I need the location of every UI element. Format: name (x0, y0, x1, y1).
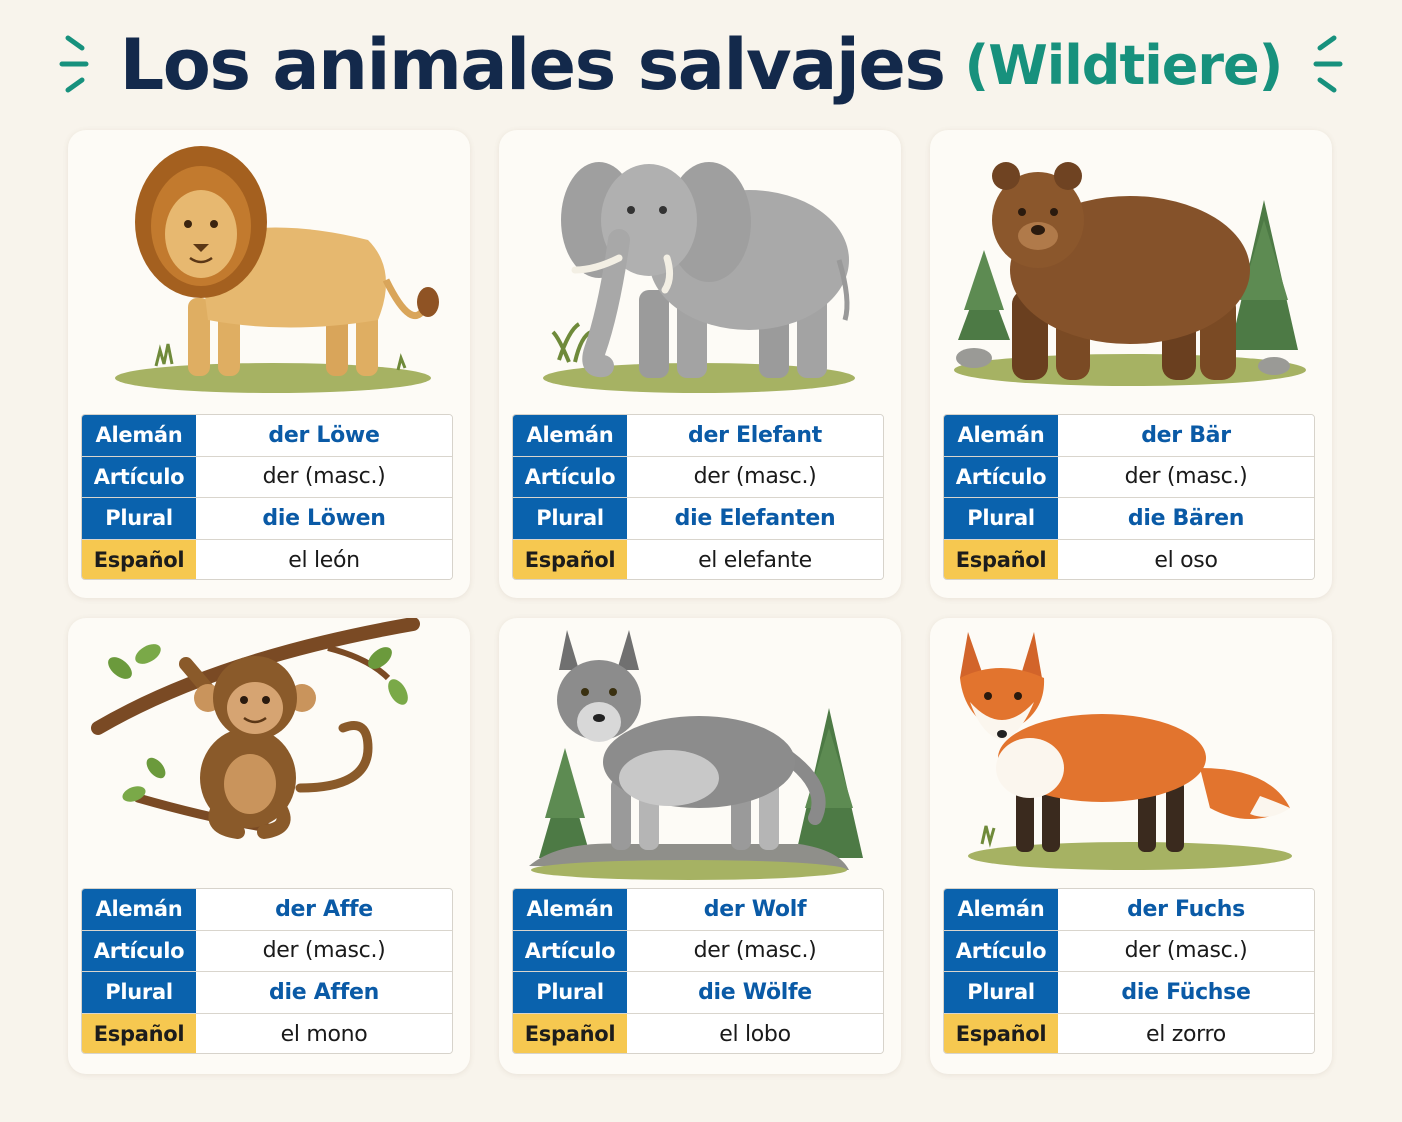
label-espanol: Español (82, 1013, 196, 1053)
label-plural: Plural (82, 972, 196, 1013)
label-espanol: Español (82, 539, 196, 579)
vocab-table: Alemán der Bär Artículo der (masc.) Plur… (943, 414, 1315, 580)
value-aleman: der Bär (1058, 415, 1314, 456)
vocab-table: Alemán der Elefant Artículo der (masc.) … (512, 414, 884, 580)
row-articulo: Artículo der (masc.) (513, 456, 883, 498)
value-aleman: der Löwe (196, 415, 452, 456)
row-articulo: Artículo der (masc.) (82, 930, 452, 972)
value-espanol: el oso (1058, 539, 1314, 579)
value-espanol: el zorro (1058, 1013, 1314, 1053)
label-articulo: Artículo (944, 456, 1058, 497)
label-espanol: Español (944, 1013, 1058, 1053)
label-espanol: Español (513, 1013, 627, 1053)
row-aleman: Alemán der Löwe (82, 415, 452, 457)
value-aleman: der Fuchs (1058, 889, 1314, 930)
row-espanol: Español el león (82, 539, 452, 579)
value-aleman: der Wolf (627, 889, 883, 930)
row-plural: Plural die Löwen (82, 498, 452, 540)
label-articulo: Artículo (513, 930, 627, 971)
row-plural: Plural die Elefanten (513, 498, 883, 540)
row-aleman: Alemán der Affe (82, 889, 452, 931)
label-aleman: Alemán (513, 415, 627, 456)
row-articulo: Artículo der (masc.) (944, 456, 1314, 498)
label-aleman: Alemán (513, 889, 627, 930)
label-aleman: Alemán (82, 889, 196, 930)
elephant-icon (543, 162, 855, 393)
row-plural: Plural die Wölfe (513, 972, 883, 1014)
row-espanol: Español el zorro (944, 1013, 1314, 1053)
label-articulo: Artículo (513, 456, 627, 497)
row-articulo: Artículo der (masc.) (513, 930, 883, 972)
value-articulo: der (masc.) (627, 456, 883, 497)
vocab-table: Alemán der Wolf Artículo der (masc.) Plu… (512, 888, 884, 1054)
vocab-table: Alemán der Fuchs Artículo der (masc.) Pl… (943, 888, 1315, 1054)
value-articulo: der (masc.) (196, 930, 452, 971)
label-articulo: Artículo (944, 930, 1058, 971)
value-aleman: der Affe (196, 889, 452, 930)
label-plural: Plural (944, 972, 1058, 1013)
value-plural: die Affen (196, 972, 452, 1013)
wolf-icon (529, 630, 863, 880)
value-plural: die Füchse (1058, 972, 1314, 1013)
value-articulo: der (masc.) (1058, 456, 1314, 497)
value-plural: die Wölfe (627, 972, 883, 1013)
value-espanol: el mono (196, 1013, 452, 1053)
label-plural: Plural (82, 498, 196, 539)
bear-icon (954, 162, 1306, 386)
sparkle-left-icon (59, 35, 89, 93)
row-plural: Plural die Affen (82, 972, 452, 1014)
label-aleman: Alemán (944, 415, 1058, 456)
sparkle-right-icon (1313, 35, 1343, 93)
animal-card-monkey: Alemán der Affe Artículo der (masc.) Plu… (68, 618, 470, 1074)
value-espanol: el elefante (627, 539, 883, 579)
row-espanol: Español el lobo (513, 1013, 883, 1053)
animal-card-wolf: Alemán der Wolf Artículo der (masc.) Plu… (499, 618, 901, 1074)
animal-card-lion: Alemán der Löwe Artículo der (masc.) Plu… (68, 130, 470, 598)
label-articulo: Artículo (82, 456, 196, 497)
value-aleman: der Elefant (627, 415, 883, 456)
label-espanol: Español (513, 539, 627, 579)
page-subtitle: (Wildtiere) (964, 33, 1284, 97)
row-espanol: Español el elefante (513, 539, 883, 579)
vocab-table: Alemán der Affe Artículo der (masc.) Plu… (81, 888, 453, 1054)
label-plural: Plural (944, 498, 1058, 539)
animal-card-bear: Alemán der Bär Artículo der (masc.) Plur… (930, 130, 1332, 598)
value-articulo: der (masc.) (196, 456, 452, 497)
fox-icon (960, 632, 1292, 870)
row-articulo: Artículo der (masc.) (944, 930, 1314, 972)
label-aleman: Alemán (82, 415, 196, 456)
value-articulo: der (masc.) (627, 930, 883, 971)
row-espanol: Español el mono (82, 1013, 452, 1053)
row-aleman: Alemán der Elefant (513, 415, 883, 457)
row-articulo: Artículo der (masc.) (82, 456, 452, 498)
row-aleman: Alemán der Fuchs (944, 889, 1314, 931)
row-espanol: Español el oso (944, 539, 1314, 579)
label-espanol: Español (944, 539, 1058, 579)
page-title: Los animales salvajes (119, 24, 946, 106)
label-plural: Plural (513, 498, 627, 539)
label-aleman: Alemán (944, 889, 1058, 930)
value-plural: die Elefanten (627, 498, 883, 539)
monkey-icon (91, 618, 420, 839)
row-aleman: Alemán der Wolf (513, 889, 883, 931)
row-aleman: Alemán der Bär (944, 415, 1314, 457)
value-espanol: el león (196, 539, 452, 579)
animal-card-fox: Alemán der Fuchs Artículo der (masc.) Pl… (930, 618, 1332, 1074)
value-plural: die Löwen (196, 498, 452, 539)
value-plural: die Bären (1058, 498, 1314, 539)
label-articulo: Artículo (82, 930, 196, 971)
animal-grid: Alemán der Löwe Artículo der (masc.) Plu… (68, 130, 1332, 1074)
label-plural: Plural (513, 972, 627, 1013)
row-plural: Plural die Füchse (944, 972, 1314, 1014)
lion-icon (115, 146, 439, 393)
value-articulo: der (masc.) (1058, 930, 1314, 971)
vocab-table: Alemán der Löwe Artículo der (masc.) Plu… (81, 414, 453, 580)
row-plural: Plural die Bären (944, 498, 1314, 540)
animal-card-elephant: Alemán der Elefant Artículo der (masc.) … (499, 130, 901, 598)
value-espanol: el lobo (627, 1013, 883, 1053)
title-row: Los animales salvajes (Wildtiere) (0, 22, 1402, 108)
